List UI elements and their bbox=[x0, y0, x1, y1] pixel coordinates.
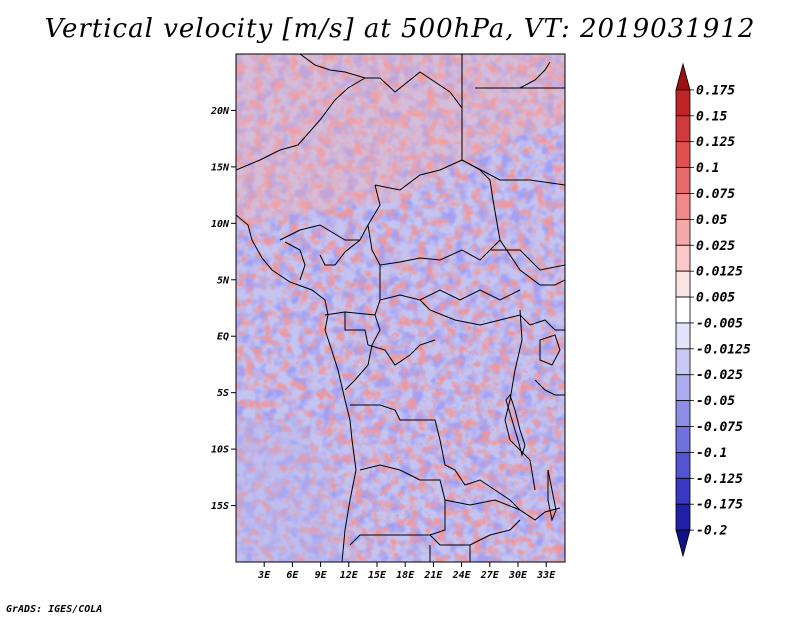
lon-tick-label: 9E bbox=[315, 570, 328, 581]
colorbar-swatch bbox=[675, 193, 691, 220]
colorbar-swatch bbox=[675, 452, 691, 479]
colorbar-label: -0.05 bbox=[696, 394, 735, 409]
colorbar-swatch bbox=[675, 503, 691, 531]
colorbar-swatch bbox=[675, 529, 691, 558]
lat-tick-label: 5S bbox=[217, 388, 229, 399]
colorbar-label: -0.175 bbox=[696, 498, 743, 513]
colorbar-label: -0.125 bbox=[696, 472, 743, 487]
lon-tick-label: 30E bbox=[508, 570, 528, 581]
country-borders bbox=[236, 54, 565, 562]
colorbar-swatch bbox=[675, 244, 691, 272]
lat-tick-label: 5N bbox=[217, 275, 230, 286]
lat-tick-label: EQ bbox=[217, 332, 229, 343]
lat-tick-label: 20N bbox=[210, 106, 230, 117]
colorbar-label: 0.15 bbox=[696, 109, 727, 124]
colorbar-swatch bbox=[675, 218, 691, 246]
colorbar-label: -0.1 bbox=[696, 446, 727, 461]
lon-tick-label: 18E bbox=[396, 570, 415, 581]
lon-tick-label: 3E bbox=[257, 570, 271, 581]
lon-tick-label: 6E bbox=[286, 570, 299, 581]
colorbar-swatch bbox=[675, 296, 691, 324]
colorbar-label: 0.075 bbox=[696, 187, 735, 202]
colorbar: 0.175 0.15 0.125 0.1 0.075 0.05 0.025 0.0125 0.0… bbox=[675, 62, 751, 558]
colorbar-swatch bbox=[675, 322, 691, 350]
grads-credit: GrADS: IGES/COLA bbox=[6, 604, 103, 615]
latitude-axis: 20N 15N 10N 5N EQ 5S 10S 15S bbox=[210, 106, 236, 512]
colorbar-label: -0.025 bbox=[696, 368, 743, 383]
lat-tick-label: 15S bbox=[211, 501, 229, 512]
longitude-axis: 3E 6E 9E 12E 15E 18E 21E 24E 27E 30E 33E bbox=[257, 562, 556, 581]
lon-tick-label: 15E bbox=[368, 570, 387, 581]
lon-tick-label: 12E bbox=[340, 570, 359, 581]
colorbar-swatch bbox=[675, 115, 691, 143]
colorbar-label: 0.05 bbox=[696, 213, 727, 228]
colorbar-label: -0.005 bbox=[696, 316, 743, 331]
lat-tick-label: 15N bbox=[211, 162, 230, 173]
colorbar-label: 0.175 bbox=[696, 83, 735, 98]
colorbar-swatch bbox=[675, 167, 691, 194]
lon-tick-label: 27E bbox=[480, 570, 500, 581]
lon-tick-label: 24E bbox=[452, 570, 472, 581]
colorbar-swatch bbox=[675, 477, 691, 505]
colorbar-label: 0.1 bbox=[696, 161, 719, 176]
colorbar-label: 0.0125 bbox=[696, 265, 743, 280]
lon-tick-label: 21E bbox=[423, 570, 443, 581]
velocity-field bbox=[236, 54, 565, 562]
colorbar-swatch bbox=[675, 348, 691, 376]
colorbar-swatch bbox=[675, 270, 691, 298]
colorbar-label: 0.125 bbox=[696, 135, 735, 150]
colorbar-swatch bbox=[675, 426, 691, 453]
map-frame bbox=[235, 53, 566, 563]
map-title: Vertical velocity [m/s] at 500hPa, VT: 2… bbox=[44, 14, 756, 44]
colorbar-label: -0.2 bbox=[696, 524, 727, 539]
lat-tick-label: 10S bbox=[211, 445, 229, 456]
colorbar-swatch bbox=[675, 89, 691, 117]
colorbar-swatch bbox=[675, 374, 691, 402]
colorbar-label: -0.075 bbox=[696, 420, 743, 435]
colorbar-label: 0.005 bbox=[696, 291, 735, 306]
colorbar-swatch bbox=[675, 141, 691, 168]
lat-tick-label: 10N bbox=[211, 219, 230, 230]
colorbar-label: 0.025 bbox=[696, 239, 735, 254]
lon-tick-label: 33E bbox=[536, 570, 556, 581]
colorbar-swatch bbox=[675, 400, 691, 427]
colorbar-swatch bbox=[675, 62, 691, 91]
colorbar-label: -0.0125 bbox=[696, 342, 751, 357]
